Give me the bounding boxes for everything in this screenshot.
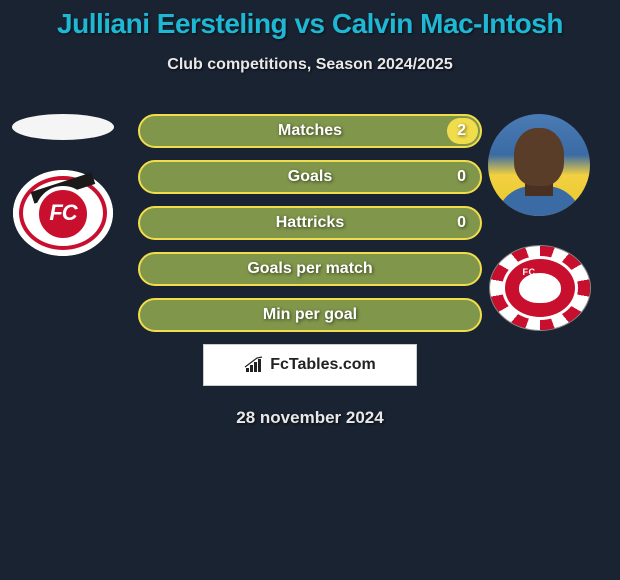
stat-value: 2 <box>457 122 466 140</box>
chart-icon <box>244 356 266 374</box>
stat-value: 0 <box>457 214 466 232</box>
stat-bar: Goals per match <box>138 252 482 286</box>
date-line: 28 november 2024 <box>0 408 620 428</box>
subtitle: Club competitions, Season 2024/2025 <box>0 56 620 74</box>
stat-bar: Matches 2 <box>138 114 482 148</box>
stat-label: Matches <box>278 122 342 140</box>
stat-bars: Matches 2 Goals 0 Hattricks 0 Goals per … <box>138 114 482 332</box>
player-avatar-left <box>12 114 114 140</box>
stat-value: 0 <box>457 168 466 186</box>
club-badge-text: FC <box>49 200 76 226</box>
comparison-content: FC FC OSS Matches 2 Goals 0 Hattricks 0 <box>0 114 620 428</box>
stat-label: Min per goal <box>263 306 357 324</box>
right-player-column: FC OSS <box>488 114 592 330</box>
stat-bar: Hattricks 0 <box>138 206 482 240</box>
player-avatar-right <box>488 114 590 216</box>
stat-bar: Goals 0 <box>138 160 482 194</box>
stat-label: Goals per match <box>247 260 372 278</box>
brand-text: FcTables.com <box>270 356 376 374</box>
left-player-column: FC <box>8 114 118 256</box>
club-badge-oss: FC OSS <box>490 246 590 330</box>
stat-label: Goals <box>288 168 332 186</box>
page-title: Julliani Eersteling vs Calvin Mac-Intosh <box>0 0 620 40</box>
stat-bar: Min per goal <box>138 298 482 332</box>
club-badge-utrecht: FC <box>13 170 113 256</box>
brand-box: FcTables.com <box>203 344 417 386</box>
stat-label: Hattricks <box>276 214 344 232</box>
